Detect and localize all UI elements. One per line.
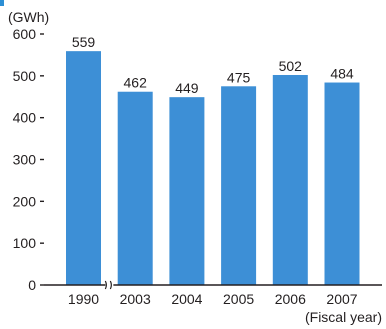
bar-value-label: 449 xyxy=(175,80,199,96)
bar xyxy=(221,86,257,286)
bar xyxy=(66,51,101,285)
x-axis-title: (Fiscal year) xyxy=(305,309,382,325)
bar xyxy=(117,91,153,285)
x-axis: 1990 2003 2004 2005 2006 2007 xyxy=(44,280,382,307)
bar xyxy=(169,97,205,285)
axis-break-mark xyxy=(104,280,107,290)
x-tick-label: 2007 xyxy=(326,291,357,307)
y-tick-label: 600 xyxy=(13,26,37,42)
bar xyxy=(324,82,360,285)
y-axis: 0 100 200 300 400 500 600 xyxy=(13,26,44,293)
corner-accent-mark xyxy=(0,0,4,6)
y-tick-label: 0 xyxy=(28,277,36,293)
x-tick-label: 1990 xyxy=(68,291,99,307)
y-unit-label: (GWh) xyxy=(8,9,49,25)
y-tick-label: 400 xyxy=(13,110,37,126)
x-tick-label: 2005 xyxy=(223,291,254,307)
bar-value-label: 475 xyxy=(227,69,251,85)
x-tick-label: 2004 xyxy=(171,291,202,307)
axis-break-gap xyxy=(105,280,114,290)
bar-value-label: 559 xyxy=(72,34,96,50)
bar xyxy=(272,74,308,285)
y-tick-label: 500 xyxy=(13,68,37,84)
bar-value-label: 462 xyxy=(124,75,148,91)
bar-value-label: 484 xyxy=(330,66,354,82)
y-tick-label: 300 xyxy=(13,152,37,168)
y-tick-label: 100 xyxy=(13,235,37,251)
x-tick-label: 2003 xyxy=(120,291,151,307)
axis-break-mark xyxy=(109,280,112,290)
bar-value-label: 502 xyxy=(279,58,303,74)
bars: 559 462 449 475 502 484 xyxy=(66,34,360,286)
x-tick-label: 2006 xyxy=(275,291,306,307)
y-tick-label: 200 xyxy=(13,193,37,209)
